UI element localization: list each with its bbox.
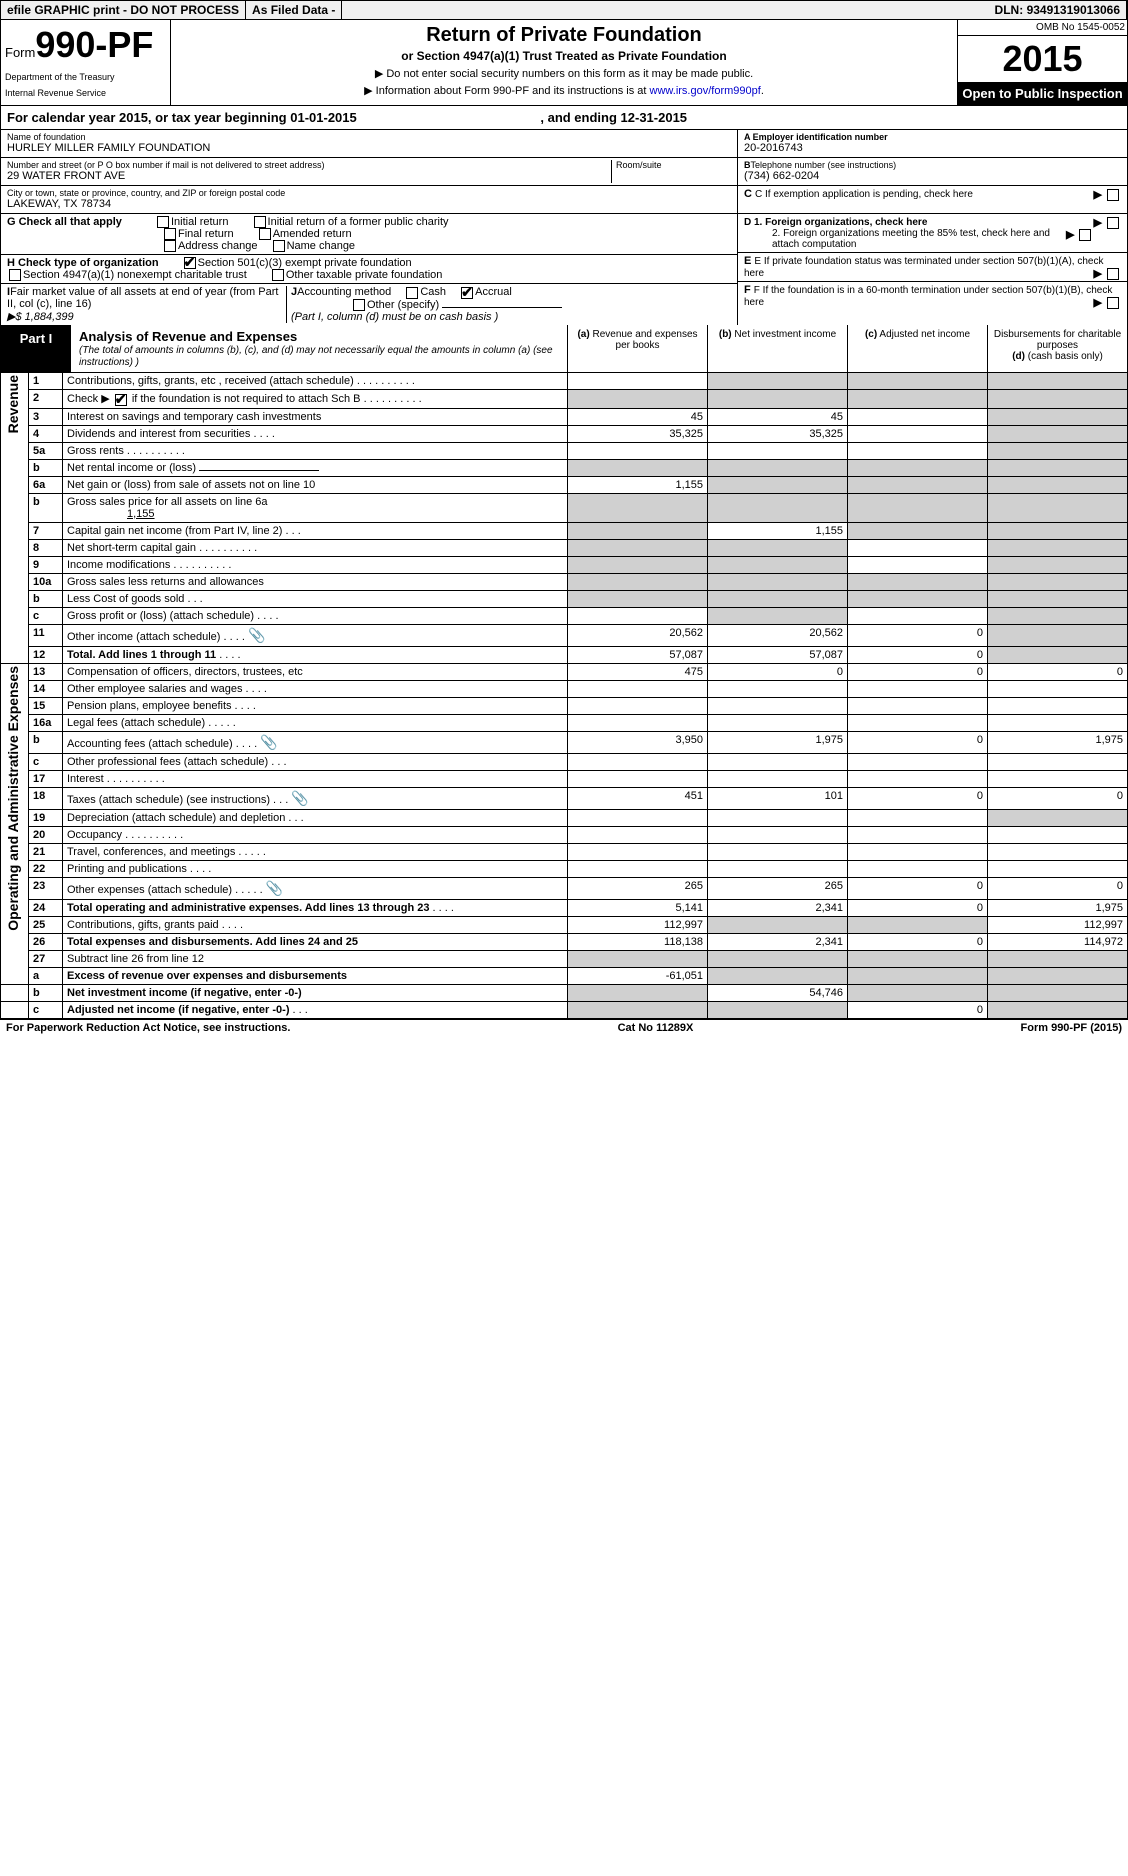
form-number: Form990-PF bbox=[5, 24, 166, 66]
table-row: cGross profit or (loss) (attach schedule… bbox=[1, 607, 1128, 624]
table-row: 24Total operating and administrative exp… bbox=[1, 899, 1128, 916]
table-row: Operating and Administrative Expenses 13… bbox=[1, 663, 1128, 680]
table-row: 18Taxes (attach schedule) (see instructi… bbox=[1, 787, 1128, 809]
checkbox-f[interactable] bbox=[1107, 297, 1119, 309]
col-d-hdr: Disbursements for charitable purposes(d)… bbox=[987, 325, 1127, 372]
table-row: 16aLegal fees (attach schedule) . . . . … bbox=[1, 714, 1128, 731]
table-row: bGross sales price for all assets on lin… bbox=[1, 493, 1128, 522]
footer-left: For Paperwork Reduction Act Notice, see … bbox=[6, 1022, 290, 1034]
e-row: E E If private foundation status was ter… bbox=[738, 253, 1127, 282]
table-row: bNet investment income (if negative, ent… bbox=[1, 984, 1128, 1001]
col-a-hdr: (a) Revenue and expenses per books bbox=[567, 325, 707, 372]
page-footer: For Paperwork Reduction Act Notice, see … bbox=[0, 1019, 1128, 1036]
attachment-icon[interactable]: 📎 bbox=[291, 790, 308, 806]
efile-label: efile GRAPHIC print - DO NOT PROCESS bbox=[1, 1, 246, 19]
footer-form: Form 990-PF (2015) bbox=[1021, 1022, 1122, 1034]
table-row: 21Travel, conferences, and meetings . . … bbox=[1, 843, 1128, 860]
top-bar: efile GRAPHIC print - DO NOT PROCESS As … bbox=[0, 0, 1128, 20]
table-row: Revenue 1Contributions, gifts, grants, e… bbox=[1, 373, 1128, 390]
col-c-hdr: (c) Adjusted net income bbox=[847, 325, 987, 372]
checkbox-other-taxable[interactable] bbox=[272, 269, 284, 281]
checkbox-4947[interactable] bbox=[9, 269, 21, 281]
table-row: cOther professional fees (attach schedul… bbox=[1, 753, 1128, 770]
col-b-hdr: (b) Net investment income bbox=[707, 325, 847, 372]
checkbox-other-method[interactable] bbox=[353, 299, 365, 311]
footer-cat: Cat No 11289X bbox=[618, 1022, 694, 1034]
c-row: C C If exemption application is pending,… bbox=[738, 186, 1127, 214]
revenue-label: Revenue bbox=[5, 375, 21, 433]
tel-row: BTelephone number (see instructions) (73… bbox=[738, 158, 1127, 186]
form-subtitle: or Section 4947(a)(1) Trust Treated as P… bbox=[179, 49, 949, 63]
table-row: 5aGross rents bbox=[1, 442, 1128, 459]
expenses-label: Operating and Administrative Expenses bbox=[5, 666, 21, 931]
address-row: Number and street (or P O box number if … bbox=[1, 158, 737, 186]
table-row: 25Contributions, gifts, grants paid 112,… bbox=[1, 916, 1128, 933]
table-row: 4Dividends and interest from securities … bbox=[1, 425, 1128, 442]
checkbox-initial-former[interactable] bbox=[254, 216, 266, 228]
checkbox-name-change[interactable] bbox=[273, 240, 285, 252]
checkbox-cash[interactable] bbox=[406, 287, 418, 299]
table-row: 26Total expenses and disbursements. Add … bbox=[1, 933, 1128, 950]
checkbox-e[interactable] bbox=[1107, 268, 1119, 280]
dln-cell: DLN: 93491319013066 bbox=[989, 1, 1127, 19]
foundation-name-row: Name of foundation HURLEY MILLER FAMILY … bbox=[1, 130, 737, 158]
ein-row: A Employer identification number 20-2016… bbox=[738, 130, 1127, 158]
checkbox-501c3[interactable] bbox=[184, 257, 196, 269]
table-row: 27Subtract line 26 from line 12 bbox=[1, 950, 1128, 967]
g-check-row: G Check all that apply Initial return In… bbox=[1, 214, 737, 255]
table-row: 3Interest on savings and temporary cash … bbox=[1, 408, 1128, 425]
checkbox-initial[interactable] bbox=[157, 216, 169, 228]
attachment-icon[interactable]: 📎 bbox=[248, 627, 265, 643]
checkbox-d1[interactable] bbox=[1107, 217, 1119, 229]
dept-treasury: Department of the Treasury bbox=[5, 72, 166, 82]
checkbox-accrual[interactable] bbox=[461, 287, 473, 299]
form-title: Return of Private Foundation bbox=[179, 24, 949, 47]
ij-row: IFair market value of all assets at end … bbox=[1, 284, 737, 325]
calendar-year-row: For calendar year 2015, or tax year begi… bbox=[0, 106, 1128, 130]
table-row: 15Pension plans, employee benefits . . .… bbox=[1, 697, 1128, 714]
table-row: 19Depreciation (attach schedule) and dep… bbox=[1, 809, 1128, 826]
checkbox-addr-change[interactable] bbox=[164, 240, 176, 252]
table-row: bAccounting fees (attach schedule) . . .… bbox=[1, 731, 1128, 753]
city-row: City or town, state or province, country… bbox=[1, 186, 737, 214]
part1-header: Part I Analysis of Revenue and Expenses … bbox=[0, 325, 1128, 373]
table-row: 6aNet gain or (loss) from sale of assets… bbox=[1, 476, 1128, 493]
form-note2: ▶ Information about Form 990-PF and its … bbox=[179, 84, 949, 97]
part1-table: Revenue 1Contributions, gifts, grants, e… bbox=[0, 373, 1128, 1018]
table-row: 10aGross sales less returns and allowanc… bbox=[1, 573, 1128, 590]
table-row: 20Occupancy bbox=[1, 826, 1128, 843]
form-header: Form990-PF Department of the Treasury In… bbox=[0, 20, 1128, 106]
table-row: 17Interest bbox=[1, 770, 1128, 787]
attachment-icon[interactable]: 📎 bbox=[266, 880, 283, 896]
table-row: 8Net short-term capital gain bbox=[1, 539, 1128, 556]
h-check-row: H Check type of organization Section 501… bbox=[1, 255, 737, 284]
checkbox-c[interactable] bbox=[1107, 189, 1119, 201]
d-row: D 1. Foreign organizations, check here ▶… bbox=[738, 214, 1127, 253]
table-row: aExcess of revenue over expenses and dis… bbox=[1, 967, 1128, 984]
table-row: 23Other expenses (attach schedule) . . .… bbox=[1, 877, 1128, 899]
table-row: 11Other income (attach schedule) 📎20,562… bbox=[1, 624, 1128, 646]
irs-link[interactable]: www.irs.gov/form990pf bbox=[650, 85, 761, 97]
asfiled-label: As Filed Data - bbox=[246, 1, 342, 19]
table-row: 9Income modifications bbox=[1, 556, 1128, 573]
table-row: 22Printing and publications bbox=[1, 860, 1128, 877]
open-public: Open to Public Inspection bbox=[958, 82, 1127, 105]
table-row: cAdjusted net income (if negative, enter… bbox=[1, 1001, 1128, 1018]
omb-number: OMB No 1545-0052 bbox=[958, 20, 1127, 36]
table-row: 7Capital gain net income (from Part IV, … bbox=[1, 522, 1128, 539]
attachment-icon[interactable]: 📎 bbox=[260, 734, 277, 750]
dept-irs: Internal Revenue Service bbox=[5, 88, 166, 98]
table-row: 12Total. Add lines 1 through 11 57,08757… bbox=[1, 646, 1128, 663]
f-row: F F If the foundation is in a 60-month t… bbox=[738, 282, 1127, 310]
tax-year: 2015 bbox=[958, 36, 1127, 82]
checkbox-amended[interactable] bbox=[259, 228, 271, 240]
checkbox-d2[interactable] bbox=[1079, 229, 1091, 241]
table-row: 14Other employee salaries and wages . . … bbox=[1, 680, 1128, 697]
table-row: 2Check ▶ if the foundation is not requir… bbox=[1, 390, 1128, 408]
form-note1: ▶ Do not enter social security numbers o… bbox=[179, 67, 949, 80]
table-row: bLess Cost of goods sold . . . bbox=[1, 590, 1128, 607]
checkbox-final[interactable] bbox=[164, 228, 176, 240]
checkbox-schb[interactable] bbox=[115, 394, 127, 406]
table-row: bNet rental income or (loss) bbox=[1, 459, 1128, 476]
